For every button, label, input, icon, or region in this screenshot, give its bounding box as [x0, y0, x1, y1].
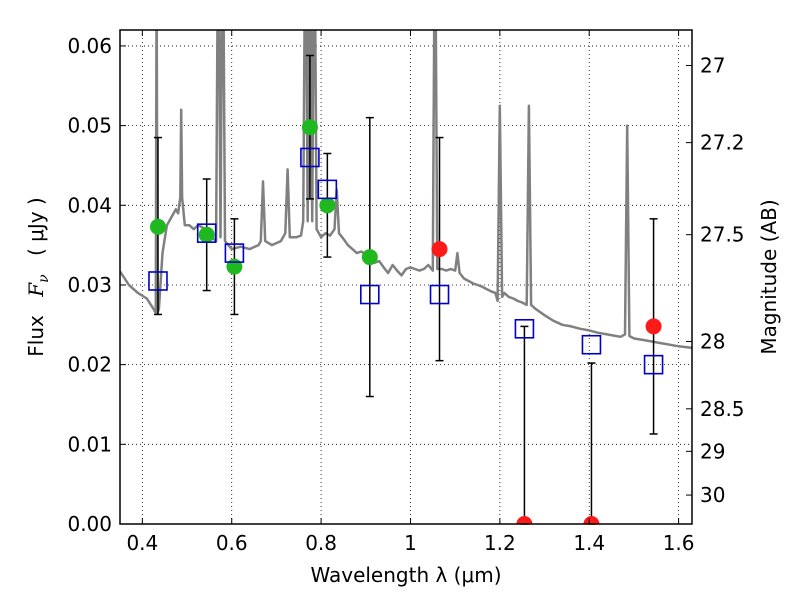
- observed-point: [516, 516, 533, 524]
- y2-tick-label: 28: [700, 329, 725, 353]
- x-tick-label: 1.6: [663, 531, 695, 555]
- observed-points: [149, 119, 662, 524]
- model-photometry-square: [224, 243, 245, 263]
- y2-tick-label: 27.5: [700, 223, 745, 247]
- model-photometry-square: [196, 223, 217, 243]
- observed-point: [361, 249, 378, 266]
- y-tick-label: 0.02: [67, 353, 112, 377]
- y-tick-label: 0.05: [67, 114, 112, 138]
- model-spectrum: [120, 30, 692, 350]
- y2-tick-label: 30: [700, 483, 725, 507]
- grid: [120, 30, 692, 525]
- y2-tick-label: 29: [700, 439, 725, 463]
- y-tick-label: 0.04: [67, 193, 112, 217]
- x-axis-label: Wavelength λ (μm): [310, 563, 501, 587]
- x-tick-label: 0.8: [305, 531, 337, 555]
- y-tick-label: 0.00: [67, 512, 112, 536]
- observed-point: [301, 119, 318, 136]
- observed-point: [319, 197, 336, 214]
- model-photometry-square: [300, 147, 320, 168]
- observed-point: [583, 516, 600, 524]
- y-axis-ticks: 0.00 0.01 0.02 0.03 0.04 0.05 0.06: [67, 34, 126, 536]
- model-photometry-square: [581, 334, 602, 355]
- y2-axis-ticks: 27 27.2 27.5 28 28.5 29 30: [686, 53, 745, 507]
- model-photometry-square: [514, 318, 535, 339]
- observed-point: [226, 258, 243, 275]
- y-axis-label: Flux Fν ( μJy ): [24, 197, 53, 356]
- x-tick-label: 0.6: [216, 531, 248, 555]
- model-photometry-square: [317, 179, 338, 200]
- model-photometry-square: [643, 354, 664, 375]
- model-spectrum-line: [120, 30, 692, 350]
- model-photometry-square: [429, 284, 450, 305]
- x-tick-label: 1: [404, 531, 417, 555]
- y-axis-label-unit: ( μJy ): [24, 197, 48, 256]
- observed-point: [149, 218, 166, 235]
- x-tick-label: 1.4: [573, 531, 605, 555]
- observed-point: [431, 241, 448, 258]
- observed-point: [198, 226, 215, 243]
- model-photometry-square: [148, 271, 168, 291]
- observed-point: [645, 318, 662, 335]
- y-tick-label: 0.03: [67, 273, 112, 297]
- x-tick-label: 1.2: [484, 531, 516, 555]
- y2-tick-label: 27: [700, 53, 725, 77]
- y-axis-label-subscript: ν: [36, 274, 52, 283]
- y2-axis-label: Magnitude (AB): [757, 199, 781, 354]
- y2-tick-label: 27.2: [700, 131, 745, 155]
- model-photometry-points: [148, 147, 664, 375]
- y-tick-label: 0.06: [67, 34, 112, 58]
- y2-tick-label: 28.5: [700, 397, 745, 421]
- error-bars: [153, 54, 658, 525]
- plot-frame: [119, 29, 693, 525]
- y-axis-label-text: Flux: [24, 315, 48, 357]
- model-photometry-square: [360, 284, 380, 305]
- x-tick-label: 0.4: [126, 531, 158, 555]
- x-axis-ticks: 0.4 0.6 0.8 1 1.2 1.4 1.6: [126, 30, 695, 555]
- y-tick-label: 0.01: [67, 432, 112, 456]
- y-axis-label-symbol: F: [24, 282, 48, 298]
